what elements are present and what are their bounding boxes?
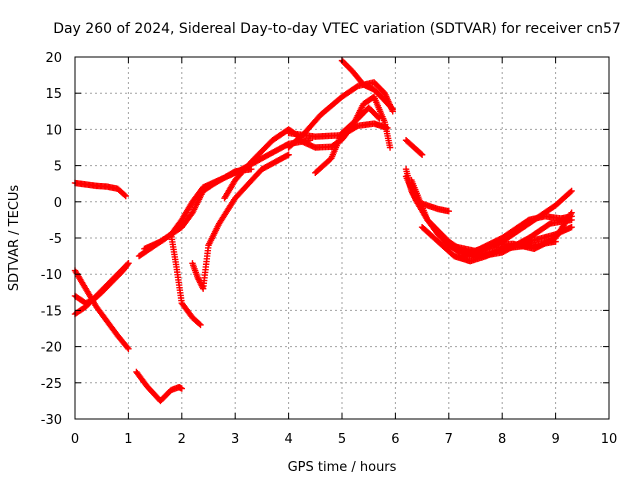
data-point [568,187,575,195]
data-point [285,151,292,158]
y-tick-label: -30 [41,413,62,428]
y-tick-labels: -30 -25 -20 -15 -10 -5 0 5 10 15 20 [41,51,62,428]
data-point [376,115,383,122]
y-tick-label: -5 [49,232,62,247]
x-tick-label: 9 [551,432,559,447]
data-point [568,223,575,231]
series-arc-i [189,151,292,292]
data-point [417,150,425,158]
series-arc-o [338,57,396,113]
data-point [445,208,452,215]
data-point [248,166,255,173]
data-point [122,192,129,200]
y-tick-label: 10 [45,123,62,138]
data-point [196,320,203,328]
data-point [567,188,574,196]
data-point [121,191,128,199]
x-tick-labels: 0 1 2 3 4 5 6 7 8 9 10 [71,432,617,447]
y-tick-label: -10 [41,268,62,283]
axis-ticks [74,56,610,420]
data-point [389,105,396,113]
y-tick-label: 0 [54,196,62,211]
x-tick-label: 6 [391,432,399,447]
x-tick-label: 0 [71,432,79,447]
data-point [386,144,394,151]
data-points [71,57,575,405]
series-arc-d [71,260,132,307]
y-tick-label: 5 [54,160,62,175]
series-arc-h [167,231,204,329]
y-axis-label: SDTVAR / TECUs [7,185,22,292]
series-arc-w [445,213,575,255]
data-point [197,321,204,329]
y-tick-label: -15 [41,304,62,319]
y-tick-label: -25 [41,377,62,392]
x-tick-label: 2 [178,432,186,447]
y-tick-label: 15 [45,87,62,102]
series-arc-b [71,267,132,352]
x-tick-label: 7 [445,432,453,447]
x-axis-label: GPS time / hours [288,460,397,475]
series-arc-a [71,179,129,200]
y-tick-label: -20 [41,341,62,356]
data-point [124,261,131,268]
series-arc-j [221,126,303,202]
data-point [125,260,132,267]
x-tick-label: 8 [498,432,506,447]
data-point [418,151,426,158]
data-point [125,345,132,352]
data-point [388,104,396,112]
series-arc-m [312,104,383,177]
chart-title: Day 260 of 2024, Sidereal Day-to-day VTE… [53,21,621,37]
x-tick-label: 1 [124,432,132,447]
x-tick-label: 3 [231,432,239,447]
data-point [568,213,575,220]
series-arc-e [133,368,185,405]
x-tick-label: 5 [338,432,346,447]
series-arc-p [402,137,426,158]
data-point [124,344,131,351]
grid [75,57,609,419]
data-point [375,114,382,121]
data-point [178,385,185,392]
x-tick-label: 10 [601,432,618,447]
y-tick-label: 20 [45,51,62,66]
x-tick-label: 4 [284,432,292,447]
